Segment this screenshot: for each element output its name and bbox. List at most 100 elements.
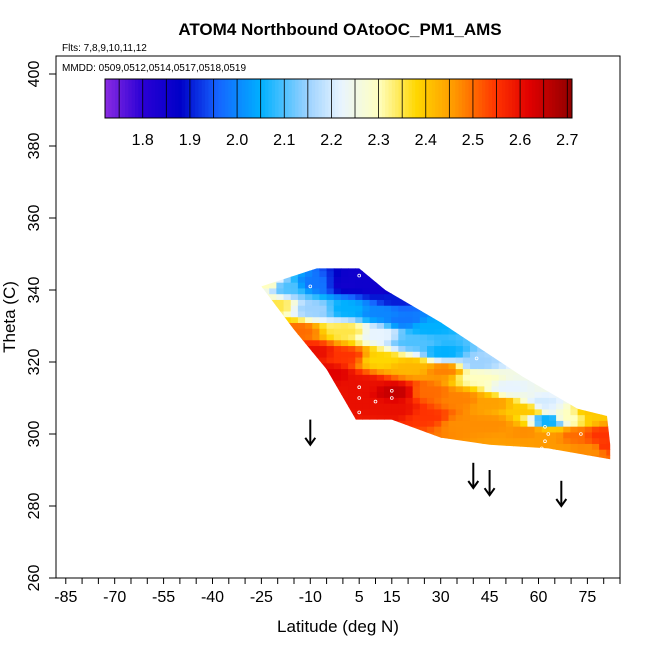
colorbar-segment	[401, 79, 406, 118]
field-cell	[383, 333, 392, 341]
field-cell	[348, 426, 356, 433]
field-cell	[276, 374, 285, 381]
field-cell	[513, 345, 521, 352]
field-cell	[348, 259, 356, 265]
field-cell	[477, 397, 485, 404]
field-cell	[477, 339, 485, 347]
field-cell	[556, 305, 564, 312]
field-cell	[269, 282, 277, 289]
field-cell	[376, 351, 385, 358]
field-cell	[391, 437, 399, 444]
field-cell	[362, 461, 370, 467]
field-cell	[491, 345, 500, 352]
field-cell	[506, 259, 514, 265]
field-cell	[305, 454, 313, 460]
field-cell	[599, 449, 607, 456]
field-cell	[283, 310, 292, 318]
field-cell	[391, 374, 399, 381]
colorbar-segment	[545, 79, 550, 118]
field-cell	[305, 374, 313, 381]
field-cell	[312, 461, 320, 467]
field-cell	[498, 333, 507, 341]
field-cell	[548, 374, 557, 381]
field-cell	[412, 443, 421, 450]
field-cell	[383, 305, 392, 312]
field-cell	[513, 391, 521, 398]
field-cell	[477, 351, 485, 358]
field-cell	[269, 351, 277, 358]
field-cell	[326, 385, 335, 393]
field-cell	[412, 391, 421, 398]
colorbar-segment	[521, 79, 526, 118]
field-cell	[405, 328, 414, 335]
field-cell	[541, 426, 550, 433]
field-cell	[312, 268, 321, 272]
field-cell	[412, 293, 421, 300]
colorbar-segment	[461, 79, 466, 118]
field-cell	[269, 431, 277, 439]
field-cell	[484, 408, 493, 416]
colorbar-segment	[328, 79, 333, 118]
field-cell	[362, 443, 371, 450]
field-cell	[505, 356, 514, 364]
x-tick-label: -85	[54, 589, 77, 606]
field-cell	[376, 431, 385, 439]
field-cell	[563, 310, 572, 318]
field-cell	[505, 380, 514, 387]
field-cell	[319, 356, 328, 364]
field-cell	[297, 437, 306, 444]
field-cell	[327, 461, 335, 467]
field-cell	[577, 454, 586, 460]
x-tick-label: -10	[299, 589, 322, 606]
field-cell	[355, 268, 364, 272]
field-cell	[391, 356, 399, 364]
field-cell	[599, 443, 607, 450]
field-cell	[498, 443, 507, 450]
field-cell	[498, 351, 507, 358]
field-cell	[520, 351, 529, 358]
field-cell	[340, 431, 349, 439]
field-cell	[477, 420, 485, 427]
field-cell	[498, 426, 507, 433]
field-cell	[340, 293, 349, 300]
field-cell	[462, 374, 471, 381]
field-cell	[405, 259, 413, 265]
field-cell	[312, 374, 321, 381]
field-cell	[556, 282, 564, 289]
field-cell	[548, 268, 557, 272]
field-cell	[505, 426, 514, 433]
field-cell	[584, 420, 593, 427]
chart-title: ATOM4 Northbound OAtoOC_PM1_AMS	[178, 20, 501, 39]
field-cell	[376, 316, 385, 323]
field-cell	[297, 426, 306, 433]
field-cell	[455, 374, 464, 381]
arrow-head	[483, 487, 496, 497]
field-cell	[312, 316, 321, 323]
field-cell	[312, 385, 321, 393]
colorbar-segment	[128, 79, 133, 118]
field-cell	[398, 391, 407, 398]
field-cell	[326, 362, 335, 370]
field-cell	[462, 322, 471, 329]
field-cell	[505, 282, 514, 289]
field-cell	[434, 437, 442, 444]
field-cell	[276, 259, 284, 265]
field-cell	[520, 339, 529, 347]
colorbar-segment	[228, 79, 233, 118]
field-cell	[398, 420, 407, 427]
field-cell	[505, 268, 514, 272]
field-cell	[283, 403, 292, 410]
field-cell	[376, 408, 385, 416]
colorbar-segment	[251, 79, 256, 118]
field-cell	[556, 431, 564, 439]
field-cell	[362, 276, 371, 283]
field-cell	[448, 454, 457, 460]
field-cell	[462, 380, 471, 387]
field-cell	[563, 380, 572, 387]
field-cell	[326, 328, 335, 335]
field-cell	[591, 397, 600, 404]
field-cell	[276, 408, 285, 416]
colorbar-tick-label: 2.7	[556, 132, 578, 149]
field-cell	[333, 426, 342, 433]
field-cell	[534, 397, 543, 404]
